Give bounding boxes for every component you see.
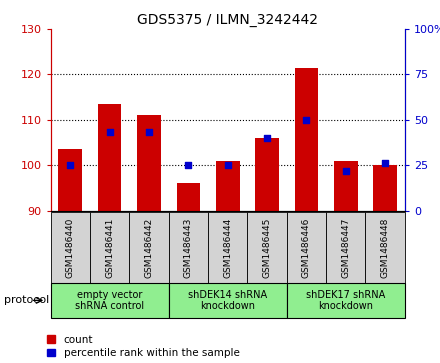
Point bbox=[146, 130, 153, 135]
Bar bbox=[216, 160, 239, 211]
Text: GSM1486440: GSM1486440 bbox=[66, 217, 75, 278]
Point bbox=[67, 162, 74, 168]
Text: GSM1486445: GSM1486445 bbox=[263, 217, 271, 278]
Text: GSM1486447: GSM1486447 bbox=[341, 217, 350, 278]
Point bbox=[106, 130, 113, 135]
Bar bbox=[295, 68, 318, 211]
Text: GSM1486442: GSM1486442 bbox=[144, 218, 154, 278]
Bar bbox=[176, 183, 200, 211]
Legend: count, percentile rank within the sample: count, percentile rank within the sample bbox=[47, 335, 239, 358]
Text: GSM1486444: GSM1486444 bbox=[223, 218, 232, 278]
Text: GSM1486441: GSM1486441 bbox=[105, 217, 114, 278]
Point bbox=[264, 135, 271, 141]
Text: empty vector
shRNA control: empty vector shRNA control bbox=[75, 290, 144, 311]
Point bbox=[342, 168, 349, 174]
Bar bbox=[334, 160, 358, 211]
Point bbox=[185, 162, 192, 168]
Point bbox=[224, 162, 231, 168]
Bar bbox=[255, 138, 279, 211]
Bar bbox=[137, 115, 161, 211]
Point bbox=[303, 117, 310, 123]
Text: protocol: protocol bbox=[4, 295, 50, 305]
Text: GSM1486446: GSM1486446 bbox=[302, 217, 311, 278]
Text: GSM1486448: GSM1486448 bbox=[381, 217, 390, 278]
Text: GSM1486443: GSM1486443 bbox=[184, 217, 193, 278]
Bar bbox=[98, 104, 121, 211]
Point bbox=[381, 160, 389, 166]
Text: shDEK17 shRNA
knockdown: shDEK17 shRNA knockdown bbox=[306, 290, 385, 311]
Bar bbox=[59, 149, 82, 211]
Title: GDS5375 / ILMN_3242442: GDS5375 / ILMN_3242442 bbox=[137, 13, 318, 26]
Bar bbox=[373, 165, 397, 211]
Text: shDEK14 shRNA
knockdown: shDEK14 shRNA knockdown bbox=[188, 290, 267, 311]
